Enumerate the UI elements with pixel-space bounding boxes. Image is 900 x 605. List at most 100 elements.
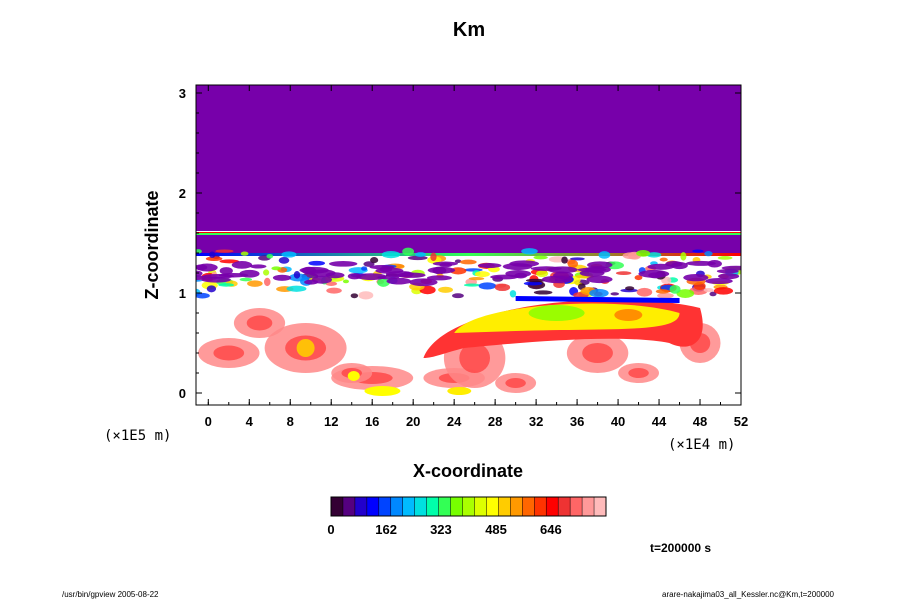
colorbar-swatch [522,497,535,516]
x-tick-label: 24 [447,414,462,429]
colorbar-tick-label: 485 [485,522,507,537]
turbulence-cell [414,252,427,258]
x-tick-label: 52 [734,414,748,429]
turbulence-cell [468,276,485,281]
x-tick-label: 4 [246,414,254,429]
turbulence-cell [326,287,342,294]
turbulence-cell [533,290,553,295]
turbulence-cell [647,263,675,270]
colorbar-swatch [474,497,487,516]
turbulence-cell [272,274,292,281]
turbulence-cell [438,286,453,293]
turbulence-cell [717,256,733,260]
turbulence-cell [215,249,234,253]
turbulence-cell [586,275,613,284]
colorbar-swatch [498,497,511,516]
turbulence-cell [669,284,681,294]
turbulence-cell [634,275,643,281]
turbulence-cell [363,261,375,267]
turbulence-cell [439,262,453,268]
turbulence-cell [525,278,546,283]
turbulence-cell [459,259,477,265]
turbulence-cell [478,282,497,290]
colorbar-swatch [510,497,523,516]
x-axis: 0 4 8 12 16 20 24 28 32 36 40 44 48 52 [205,85,748,429]
turbulence-cell [707,260,722,268]
turbulence-cell [355,273,387,281]
turbulence-cell [502,263,533,270]
x-tick-label: 44 [652,414,667,429]
x-axis-label: X-coordinate [413,461,523,481]
turbulence-cell [683,273,709,282]
y-scale-label: (×1E5 m) [104,428,171,444]
colorbar-tick-label: 0 [327,522,334,537]
field-band-line [196,253,741,256]
turbulence-cell [370,257,379,264]
turbulence-cell [350,293,359,299]
turbulence-cell [523,281,543,286]
footer-left: /usr/bin/gpview 2005-08-22 [62,590,159,599]
turbulence-cell [218,283,235,287]
turbulence-cell [361,266,368,271]
turbulence-cell [587,261,613,269]
turbulence-cell [463,268,483,272]
turbulence-cell [249,264,267,269]
turbulence-cell [703,288,714,293]
turbulence-cell [474,271,490,278]
turbulence-cell [231,261,253,269]
colorbar-swatch [402,497,416,516]
turbulence-cell [263,269,270,276]
turbulence-cell [636,249,651,257]
turbulence-cell [692,249,704,253]
colorbar-tick-label: 162 [375,522,397,537]
turbulence-cell [342,279,349,284]
turbulence-cell [541,275,573,284]
turbulence-cell [426,275,452,281]
colorbar-swatch [570,497,583,516]
blob-peak [364,386,401,396]
colorbar-swatch [438,497,452,516]
y-axis: 0 1 2 3 [179,86,741,401]
low-km-blob-core [582,343,613,363]
turbulence-cell [311,275,333,284]
turbulence-cell [655,289,670,294]
turbulence-cell [589,288,609,298]
colorbar-tick-label: 646 [540,522,562,537]
colorbar-frame [330,496,607,517]
turbulence-cell [636,287,653,297]
turbulence-cell [219,267,233,275]
turbulent-core-green [528,305,585,321]
turbulence-cell [427,266,456,274]
colorbar-swatch [378,497,392,516]
turbulence-cell [680,252,687,261]
heatmap-field [196,85,741,396]
turbulence-cell [705,278,733,285]
turbulence-cell [598,251,611,259]
low-km-blob-core [505,378,526,388]
turbulence-cell [328,260,358,267]
turbulence-cell [676,289,695,298]
x-scale-label: (×1E4 m) [668,437,735,453]
x-tick-label: 20 [406,414,420,429]
turbulence-cell [671,261,688,270]
colorbar-swatch [486,497,499,516]
turbulence-cell [536,270,549,278]
field-upper [196,85,741,231]
colorbar-swatch [342,497,356,516]
turbulence-cell [219,259,240,264]
turbulence-cell [358,291,374,300]
low-km-blob-core [628,368,649,378]
colorbar-swatch [462,497,475,516]
x-tick-label: 0 [205,414,212,429]
turbulence-cell [266,253,274,259]
turbulence-cell [239,269,260,278]
turbulence-cell [718,273,740,280]
turbulence-cell [308,260,326,266]
turbulence-cell [271,266,282,271]
low-km-blob-core [246,315,273,331]
turbulence-cell [713,287,734,295]
turbulence-cell [490,274,519,280]
turbulence-cell [454,259,462,263]
turbulence-cell [377,277,390,287]
